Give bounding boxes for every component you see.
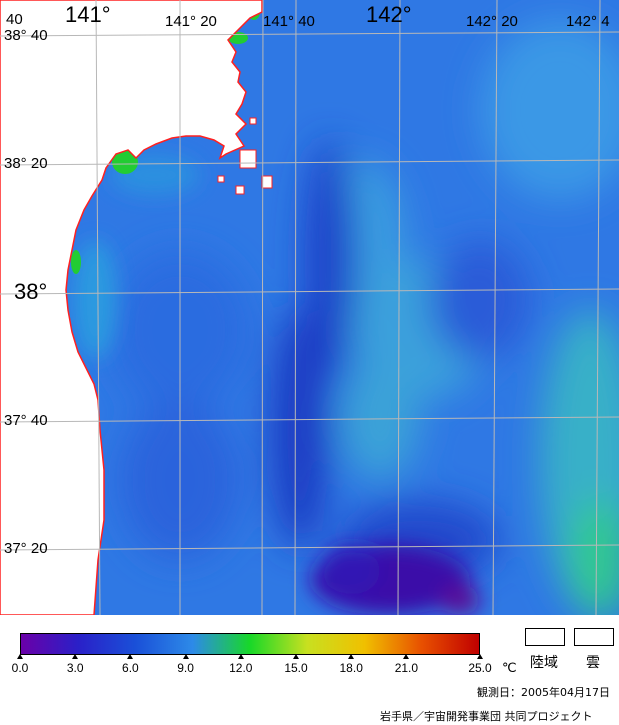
- colorbar-tick-label: 21.0: [394, 661, 419, 675]
- corner-label: 40: [6, 11, 23, 28]
- cloud-legend-label: 雲: [586, 655, 600, 671]
- lon-label-141: 141°: [65, 2, 111, 27]
- colorbar-tick-label: 3.0: [66, 661, 84, 675]
- lon-label-141-20: 141° 20: [165, 13, 217, 30]
- colorbar-tick-label: 15.0: [284, 661, 308, 675]
- lon-label-142: 142°: [366, 2, 412, 27]
- cloud-legend-swatch: [574, 628, 614, 646]
- project-credit: 岩手県／宇宙開発事業団 共同プロジェクト: [380, 710, 593, 723]
- graticule: [0, 0, 619, 615]
- colorbar-tick: [293, 654, 299, 659]
- colorbar-tick-label: 25.0: [468, 661, 492, 675]
- colorbar-tick-label: 9.0: [177, 661, 194, 675]
- temperature-colorbar: [20, 633, 480, 655]
- colorbar-tick: [127, 654, 134, 659]
- colorbar-tick: [348, 654, 355, 659]
- colorbar-tick-label: 6.0: [122, 661, 139, 675]
- colorbar-tick: [403, 654, 410, 659]
- temperature-unit: ℃: [502, 660, 517, 675]
- colorbar-tick-label: 0.0: [11, 661, 29, 675]
- lat-label-38-40: 38° 40: [4, 27, 48, 44]
- colorbar-tick: [72, 654, 79, 659]
- land-legend-swatch: [525, 628, 565, 646]
- cloud-patch: [249, 117, 257, 125]
- colorbar-tick: [477, 654, 483, 659]
- land-mass: [0, 0, 263, 615]
- colorbar-tick-label: 12.0: [229, 661, 253, 675]
- lon-label-142-40: 142° 4: [566, 13, 610, 30]
- cloud-patch: [239, 149, 257, 169]
- colorbar-tick: [17, 654, 23, 659]
- colorbar-tick: [237, 654, 244, 659]
- cloud-patch: [261, 175, 273, 189]
- lon-label-141-40: 141° 40: [263, 13, 315, 30]
- cloud-patch: [217, 175, 225, 183]
- lat-label-38: 38°: [14, 279, 48, 304]
- lon-label-142-20: 142° 20: [466, 13, 518, 30]
- land-legend-label: 陸域: [530, 655, 558, 671]
- colorbar-tick: [182, 654, 189, 659]
- lat-label-37-20: 37° 20: [4, 540, 48, 557]
- colorbar-tick-label: 18.0: [339, 661, 363, 675]
- lat-label-37-40: 37° 40: [4, 412, 48, 429]
- sea-surface-temperature-map: [0, 0, 619, 615]
- cloud-patch: [235, 185, 245, 195]
- observation-date: 観測日：2005年04月17日: [477, 686, 610, 699]
- lat-label-38-20: 38° 20: [4, 155, 48, 172]
